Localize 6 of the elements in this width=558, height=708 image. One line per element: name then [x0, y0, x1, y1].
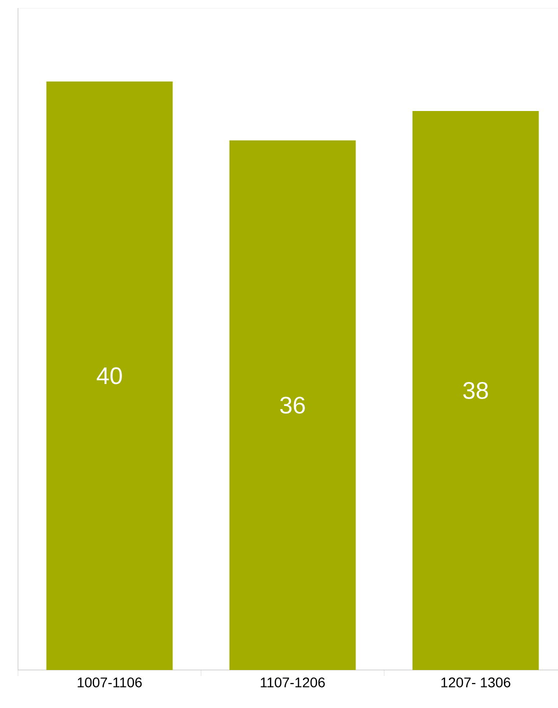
- data-label: 38: [463, 382, 488, 399]
- x-tick-label: 1207- 1306: [441, 678, 510, 688]
- data-label: 40: [96, 367, 122, 384]
- x-tick-label: 1107-1206: [260, 678, 325, 688]
- data-label: 36: [280, 396, 305, 414]
- x-tick-label: 1007-1106: [78, 678, 142, 688]
